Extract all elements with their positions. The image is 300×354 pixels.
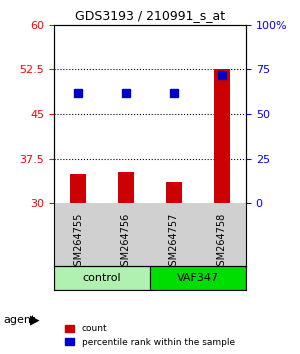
Bar (70, 173, 86, 203)
Bar (166, 182, 182, 203)
Text: ▶: ▶ (30, 314, 40, 327)
Text: GSM264755: GSM264755 (73, 213, 83, 272)
Bar (118, 172, 134, 203)
Text: GSM264758: GSM264758 (217, 213, 227, 272)
Text: VAF347: VAF347 (177, 273, 219, 283)
Bar (214, 69, 230, 203)
Title: GDS3193 / 210991_s_at: GDS3193 / 210991_s_at (75, 9, 225, 22)
Legend: count, percentile rank within the sample: count, percentile rank within the sample (63, 321, 237, 349)
Text: control: control (83, 273, 121, 283)
Text: GSM264757: GSM264757 (169, 213, 179, 272)
Text: GSM264756: GSM264756 (121, 213, 131, 272)
Bar (150, 266, 246, 290)
Bar (54, 266, 150, 290)
Text: agent: agent (3, 315, 35, 325)
